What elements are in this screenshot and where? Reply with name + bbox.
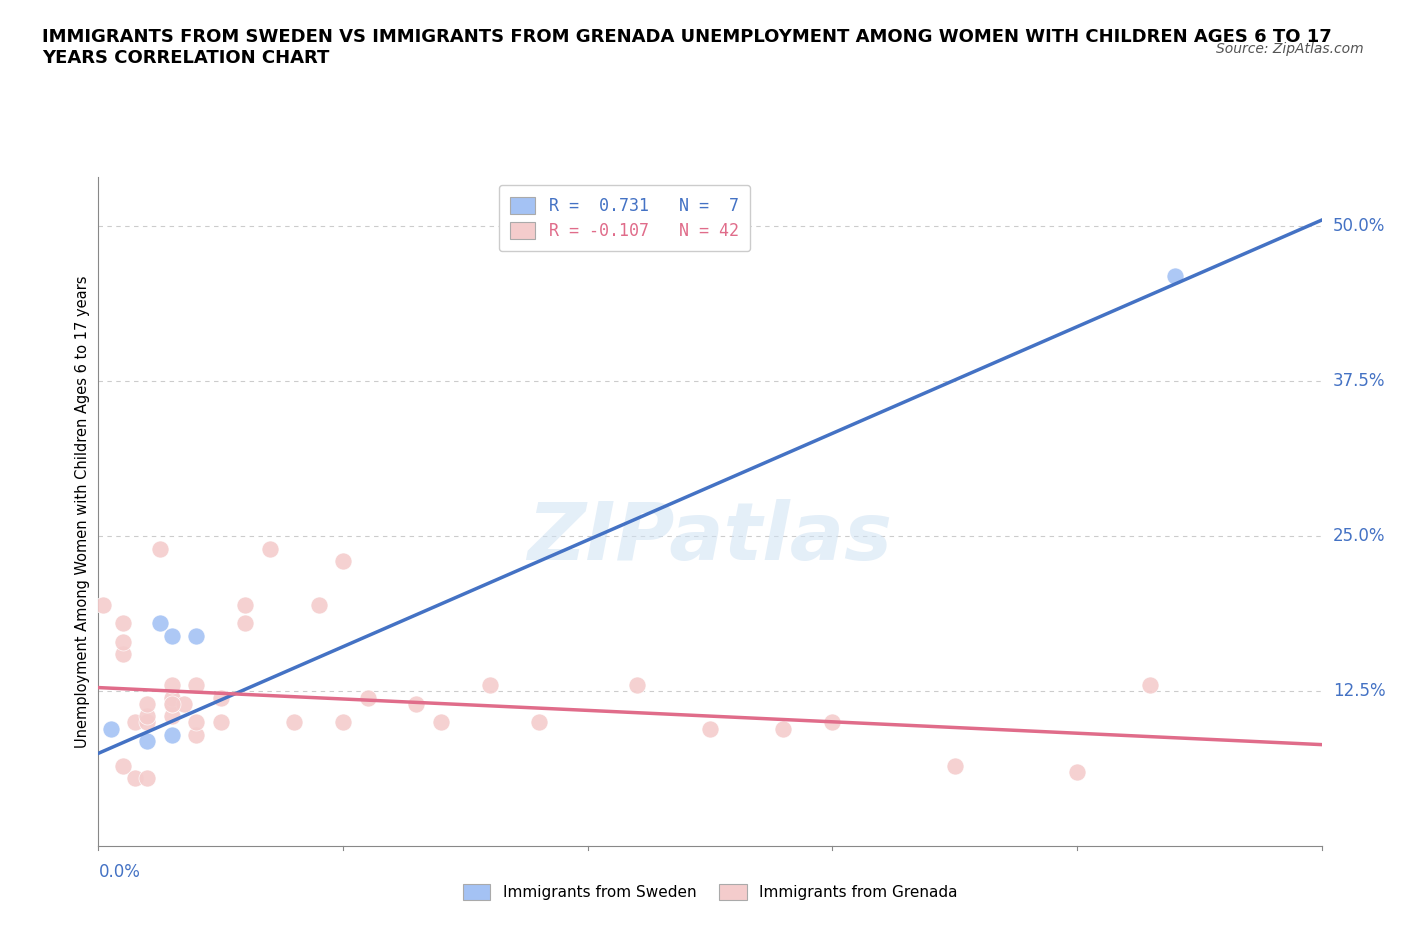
Point xyxy=(209,690,232,705)
Point xyxy=(160,709,183,724)
Point xyxy=(943,758,966,773)
Text: 0.0%: 0.0% xyxy=(98,863,141,881)
Point xyxy=(111,616,134,631)
Point xyxy=(332,715,354,730)
Point xyxy=(111,758,134,773)
Point xyxy=(160,628,183,643)
Point xyxy=(136,715,159,730)
Point xyxy=(332,553,354,568)
Text: 37.5%: 37.5% xyxy=(1333,372,1385,391)
Point xyxy=(149,541,172,556)
Point xyxy=(111,646,134,661)
Point xyxy=(136,734,159,749)
Point xyxy=(124,771,146,786)
Text: ZIPatlas: ZIPatlas xyxy=(527,499,893,578)
Point xyxy=(527,715,550,730)
Text: 12.5%: 12.5% xyxy=(1333,683,1385,700)
Y-axis label: Unemployment Among Women with Children Ages 6 to 17 years: Unemployment Among Women with Children A… xyxy=(75,275,90,748)
Point xyxy=(186,628,208,643)
Text: Source: ZipAtlas.com: Source: ZipAtlas.com xyxy=(1216,42,1364,56)
Point xyxy=(308,597,330,612)
Point xyxy=(160,690,183,705)
Point xyxy=(283,715,305,730)
Text: 50.0%: 50.0% xyxy=(1333,218,1385,235)
Point xyxy=(772,721,794,736)
Point xyxy=(136,697,159,711)
Point xyxy=(259,541,281,556)
Point xyxy=(160,697,183,711)
Point xyxy=(149,616,172,631)
Text: 25.0%: 25.0% xyxy=(1333,527,1385,545)
Point xyxy=(136,709,159,724)
Point xyxy=(160,697,183,711)
Point xyxy=(186,727,208,742)
Point xyxy=(405,697,427,711)
Point xyxy=(173,697,195,711)
Point xyxy=(100,721,122,736)
Point xyxy=(160,727,183,742)
Point xyxy=(821,715,844,730)
Point xyxy=(626,678,648,693)
Point xyxy=(430,715,453,730)
Point xyxy=(1139,678,1161,693)
Legend: Immigrants from Sweden, Immigrants from Grenada: Immigrants from Sweden, Immigrants from … xyxy=(450,872,970,912)
Point xyxy=(160,678,183,693)
Point xyxy=(91,597,114,612)
Point xyxy=(186,678,208,693)
Point xyxy=(699,721,721,736)
Point xyxy=(111,634,134,649)
Point xyxy=(1164,269,1187,284)
Point xyxy=(136,771,159,786)
Point xyxy=(186,715,208,730)
Point xyxy=(478,678,501,693)
Point xyxy=(209,715,232,730)
Point xyxy=(233,597,256,612)
Point xyxy=(233,616,256,631)
Text: IMMIGRANTS FROM SWEDEN VS IMMIGRANTS FROM GRENADA UNEMPLOYMENT AMONG WOMEN WITH : IMMIGRANTS FROM SWEDEN VS IMMIGRANTS FRO… xyxy=(42,28,1331,67)
Point xyxy=(1066,764,1088,779)
Point xyxy=(124,715,146,730)
Point xyxy=(356,690,378,705)
